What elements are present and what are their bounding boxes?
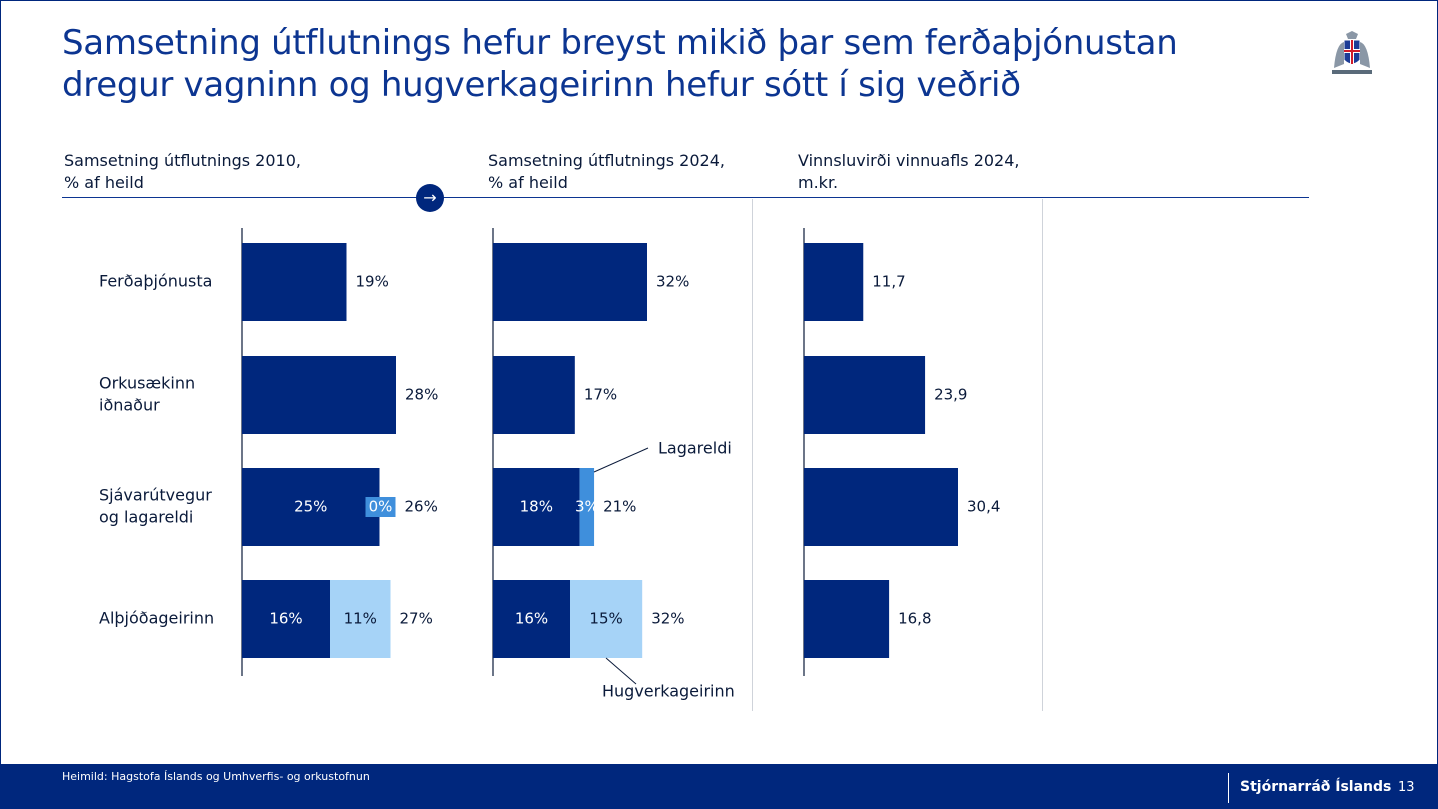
bar-inner-label: 0%: [369, 498, 393, 516]
bar-inner-label: 16%: [515, 610, 548, 628]
chart-2010-header: Samsetning útflutnings 2010, % af heild: [64, 150, 301, 194]
bar-total-label: 28%: [405, 386, 438, 404]
coat-of-arms-icon: [1332, 31, 1372, 74]
bar-inner-label: 16%: [269, 610, 302, 628]
bar-lagareldi: [579, 468, 595, 546]
bar-primary: [242, 356, 396, 434]
chart-2010-subtitle: % af heild: [64, 173, 144, 192]
bar: [804, 580, 890, 658]
bar-charts: Ferðaþjónusta Orkusækinn iðnaður Sjávarútve…: [99, 228, 1000, 701]
bar-total-label: 32%: [656, 273, 689, 291]
chart-2024-subtitle: % af heild: [488, 173, 568, 192]
bar: [804, 468, 958, 546]
bar-total-label: 27%: [400, 610, 433, 628]
bar: [804, 356, 926, 434]
bar: [804, 243, 864, 321]
annotation-line: [593, 447, 649, 473]
bar-primary: [242, 580, 330, 658]
bar-total-label: 23,9: [934, 386, 967, 404]
footer-bar: [0, 764, 1438, 809]
bar-total-label: 11,7: [872, 273, 905, 291]
chart-2024-header: Samsetning útflutnings 2024, % af heild: [488, 150, 725, 194]
bar-lagareldi: [365, 497, 396, 517]
category-label: Orkusækinn: [99, 374, 195, 393]
brand-name: Stjórnarráð Íslands: [1240, 779, 1392, 795]
arrow-right-icon[interactable]: →: [416, 184, 444, 212]
annotation-line: [605, 657, 637, 685]
category-label: iðnaður: [99, 396, 160, 415]
bar-inner-label: 25%: [294, 498, 327, 516]
bar-inner-label: 15%: [589, 610, 622, 628]
chart-value-subtitle: m.kr.: [798, 173, 839, 192]
chart-value-title: Vinnsluvirði vinnuafls 2024,: [798, 151, 1020, 170]
bar-primary: [242, 243, 347, 321]
bar-primary: [493, 580, 570, 658]
bar-inner-label: 3%: [575, 498, 599, 516]
bar-hugverk: [570, 580, 643, 658]
category-label: og lagareldi: [99, 508, 193, 527]
bar-total-label: 19%: [356, 273, 389, 291]
bar-primary: [493, 468, 580, 546]
page-number: 13: [1398, 780, 1415, 795]
bar-inner-label: 18%: [520, 498, 553, 516]
bar-total-label: 16,8: [898, 610, 931, 628]
chart-2024-title: Samsetning útflutnings 2024,: [488, 151, 725, 170]
bar-inner-label: 11%: [344, 610, 377, 628]
annotation-lagareldi: Lagareldi: [658, 439, 732, 458]
bar-total-label: 30,4: [967, 498, 1000, 516]
column-divider: [1042, 199, 1043, 711]
footer-divider: [1228, 773, 1229, 803]
bar-total-label: 32%: [651, 610, 684, 628]
column-divider: [752, 199, 753, 711]
slide-title: Samsetning útflutnings hefur breyst miki…: [62, 23, 1178, 105]
bar-primary: [493, 243, 647, 321]
category-label: Alþjóðageirinn: [99, 609, 214, 628]
annotation-hugverkageirinn: Hugverkageirinn: [602, 682, 735, 701]
chart-value-header: Vinnsluvirði vinnuafls 2024, m.kr.: [798, 150, 1020, 194]
chart-2010-title: Samsetning útflutnings 2010,: [64, 151, 301, 170]
bar-primary: [493, 356, 575, 434]
bar-primary: [242, 468, 380, 546]
source-note: Heimild: Hagstofa Íslands og Umhverfis- …: [62, 770, 370, 783]
bar-total-label: 17%: [584, 386, 617, 404]
bar-hugverk: [330, 580, 391, 658]
category-label: Sjávarútvegur: [99, 486, 212, 505]
header-rule: [62, 197, 1309, 198]
bar-total-label: 21%: [603, 498, 636, 516]
category-label: Ferðaþjónusta: [99, 272, 212, 291]
bar-total-label: 26%: [405, 498, 438, 516]
